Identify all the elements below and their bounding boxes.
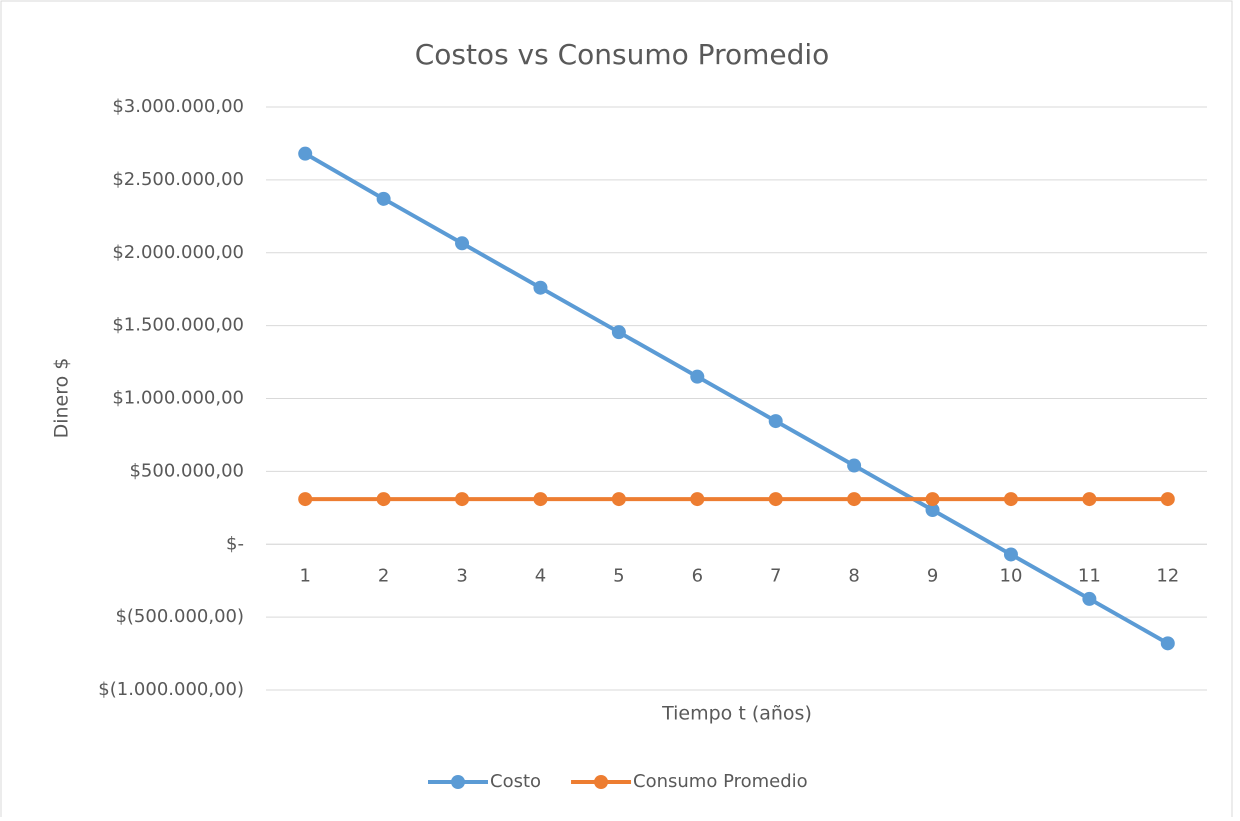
legend-label: Costo — [490, 771, 541, 792]
data-point — [611, 492, 626, 507]
y-tick-label: $- — [226, 533, 244, 554]
x-tick-label: 10 — [1000, 565, 1023, 586]
legend-marker — [594, 775, 609, 789]
x-tick-label: 11 — [1078, 565, 1101, 586]
x-tick-label: 9 — [927, 565, 938, 586]
data-point — [1160, 492, 1175, 507]
data-point — [376, 191, 391, 206]
data-point — [533, 492, 548, 507]
y-tick-label: $500.000,00 — [129, 460, 244, 481]
data-point — [768, 414, 783, 429]
legend-marker — [451, 775, 465, 789]
x-axis-title: Tiempo t (años) — [661, 703, 812, 725]
y-axis-title: Dinero $ — [51, 358, 73, 439]
legend-label: Consumo Promedio — [633, 771, 808, 792]
data-point — [847, 492, 862, 507]
x-tick-label: 1 — [299, 565, 310, 586]
data-point — [298, 146, 313, 161]
x-tick-label: 4 — [535, 565, 546, 586]
data-point — [690, 369, 705, 384]
x-tick-label: 8 — [848, 565, 859, 586]
y-tick-label: $2.000.000,00 — [112, 242, 244, 263]
data-point — [455, 236, 470, 251]
chart-title: Costos vs Consumo Promedio — [415, 38, 830, 71]
y-tick-label: $(1.000.000,00) — [98, 679, 244, 700]
data-point — [1003, 492, 1018, 507]
data-point — [376, 492, 391, 507]
data-point — [533, 280, 548, 295]
data-point — [768, 492, 783, 507]
data-point — [690, 492, 705, 507]
x-tick-label: 7 — [770, 565, 781, 586]
data-point — [1082, 492, 1097, 507]
data-point — [611, 325, 626, 340]
y-tick-label: $3.000.000,00 — [112, 96, 244, 117]
data-point — [925, 502, 940, 517]
data-point — [925, 492, 940, 507]
y-tick-label: $1.500.000,00 — [112, 315, 244, 336]
data-point — [298, 492, 313, 507]
y-tick-label: $1.000.000,00 — [112, 388, 244, 409]
x-tick-label: 3 — [456, 565, 467, 586]
data-point — [1082, 591, 1097, 606]
x-tick-label: 12 — [1156, 565, 1179, 586]
x-tick-label: 5 — [613, 565, 624, 586]
x-tick-label: 6 — [692, 565, 703, 586]
series-line — [304, 151, 1169, 646]
x-tick-label: 2 — [378, 565, 389, 586]
data-point — [1003, 547, 1018, 562]
data-point — [455, 492, 470, 507]
data-point — [1160, 636, 1175, 651]
data-point — [847, 458, 862, 473]
y-tick-label: $(500.000,00) — [115, 606, 244, 627]
y-tick-label: $2.500.000,00 — [112, 169, 244, 190]
